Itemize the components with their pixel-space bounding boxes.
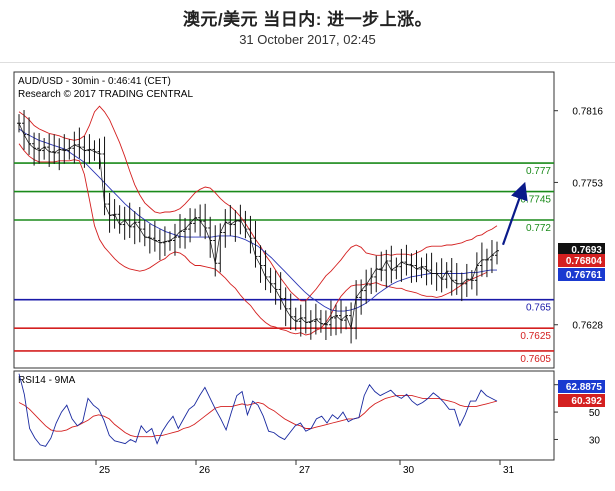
- rsi-tick-label: 30: [589, 435, 601, 446]
- rsi-badge: [558, 380, 605, 393]
- projection-arrow-line: [501, 181, 528, 246]
- price-tick-label: 0.7753: [572, 178, 603, 189]
- price-badge: [558, 268, 605, 281]
- rsi-panel-frame: [13, 370, 555, 461]
- rsi-panel: RSI14 - 9MA: [13, 370, 555, 461]
- price-badge-value: 0.76761: [566, 270, 603, 281]
- bollinger-lower-line: [18, 143, 488, 336]
- price-badge: [558, 254, 605, 267]
- rsi-tick-label: 50: [589, 408, 601, 419]
- time-tick-label: 31: [503, 465, 515, 476]
- rsi-badge: [558, 394, 605, 407]
- level-label: 0.772: [526, 223, 551, 234]
- close-price-line: [18, 123, 498, 330]
- price-tick-label: 0.7628: [572, 321, 603, 332]
- time-axis: 25 26 27 30 31: [95, 460, 515, 476]
- rsi-lines: [18, 373, 498, 447]
- level-label: 0.7625: [520, 331, 551, 342]
- rsi-ma-line: [18, 395, 498, 438]
- chart-copyright: Research © 2017 TRADING CENTRAL: [18, 89, 193, 100]
- page-title: 澳元/美元 当日内: 进一步上涨。: [182, 10, 433, 29]
- price-badge-value: 0.7693: [571, 245, 602, 256]
- rsi-badge-value: 62.8875: [566, 382, 603, 393]
- price-badge-value: 0.76804: [566, 256, 603, 267]
- level-label: 0.7745: [520, 195, 551, 206]
- rsi-line: [18, 373, 498, 447]
- price-axis: 0.7816 0.7753 0.7628: [554, 107, 603, 332]
- price-panel: 0.777 0.7745 0.772 0.765 0.7625 0.7605 AUD/US…: [13, 71, 555, 369]
- price-tick-label: 0.7816: [572, 107, 603, 118]
- header: 澳元/美元 当日内: 进一步上涨。 31 October 2017, 02:45: [0, 0, 615, 63]
- time-tick-label: 30: [403, 465, 415, 476]
- bollinger-bands: [18, 105, 498, 336]
- page-date: 31 October 2017, 02:45: [239, 32, 376, 47]
- chart-symbol: AUD/USD - 30min - 0:46:41 (CET): [18, 76, 171, 87]
- level-label: 0.765: [526, 303, 551, 314]
- level-label: 0.7605: [520, 354, 551, 365]
- moving-average-line: [18, 128, 497, 312]
- price-chart: 0.777 0.7745 0.772 0.765 0.7625 0.7605 AUD/US…: [13, 71, 605, 476]
- price-bars: [17, 110, 499, 344]
- time-tick-label: 27: [299, 465, 311, 476]
- time-tick-label: 25: [99, 465, 111, 476]
- rsi-label: RSI14 - 9MA: [18, 375, 76, 386]
- support-resistance-levels: 0.777 0.7745 0.772 0.765 0.7625 0.7605: [14, 162, 554, 365]
- time-tick-label: 26: [199, 465, 211, 476]
- rsi-badge-value: 60.392: [571, 396, 602, 407]
- projection-arrow: [501, 181, 528, 246]
- bollinger-upper-line: [18, 105, 498, 302]
- price-badge: [558, 243, 605, 256]
- level-label: 0.777: [526, 166, 551, 177]
